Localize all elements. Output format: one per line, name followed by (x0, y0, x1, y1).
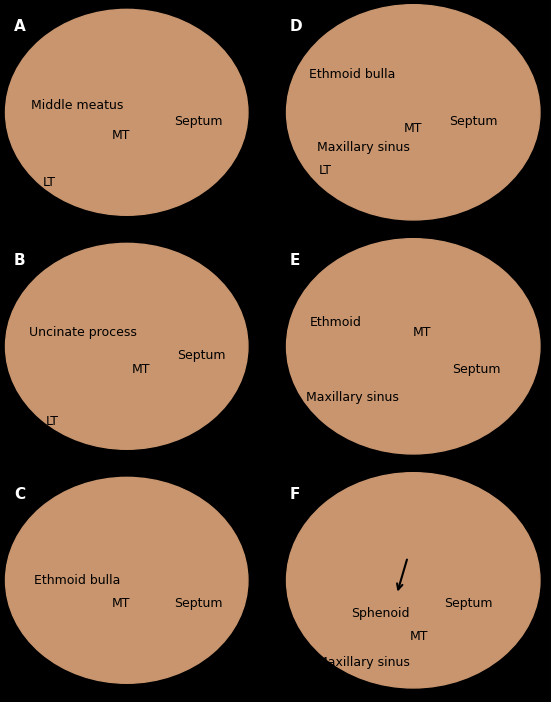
Text: Septum: Septum (177, 349, 225, 362)
Text: E: E (289, 253, 300, 267)
Text: Maxillary sinus: Maxillary sinus (317, 656, 410, 669)
Text: A: A (14, 19, 25, 34)
Circle shape (6, 477, 248, 683)
Text: Septum: Septum (450, 115, 498, 128)
Circle shape (287, 239, 540, 454)
Text: MT: MT (412, 326, 431, 339)
Text: Middle meatus: Middle meatus (31, 99, 123, 112)
Circle shape (287, 5, 540, 220)
Text: Septum: Septum (444, 597, 493, 610)
Text: Ethmoid: Ethmoid (310, 317, 362, 329)
Text: MT: MT (409, 630, 428, 643)
Text: LT: LT (43, 176, 56, 189)
Text: B: B (14, 253, 25, 267)
Text: MT: MT (112, 129, 131, 143)
Text: MT: MT (404, 122, 423, 135)
Circle shape (6, 244, 248, 449)
Text: Ethmoid bulla: Ethmoid bulla (34, 574, 120, 587)
Text: Maxillary sinus: Maxillary sinus (317, 141, 410, 154)
Text: Ethmoid bulla: Ethmoid bulla (310, 68, 396, 81)
Text: MT: MT (131, 363, 150, 376)
Circle shape (287, 472, 540, 688)
Text: LT: LT (46, 415, 59, 428)
Text: Maxillary sinus: Maxillary sinus (306, 391, 399, 404)
Text: Septum: Septum (174, 597, 223, 610)
Text: Septum: Septum (452, 363, 501, 376)
Text: Uncinate process: Uncinate process (29, 326, 137, 339)
Text: C: C (14, 486, 25, 502)
Text: LT: LT (318, 164, 332, 178)
Text: Septum: Septum (174, 115, 223, 128)
Text: MT: MT (112, 597, 131, 610)
Circle shape (6, 9, 248, 216)
Text: Sphenoid: Sphenoid (351, 607, 409, 620)
Text: D: D (289, 19, 302, 34)
Text: F: F (289, 486, 300, 502)
